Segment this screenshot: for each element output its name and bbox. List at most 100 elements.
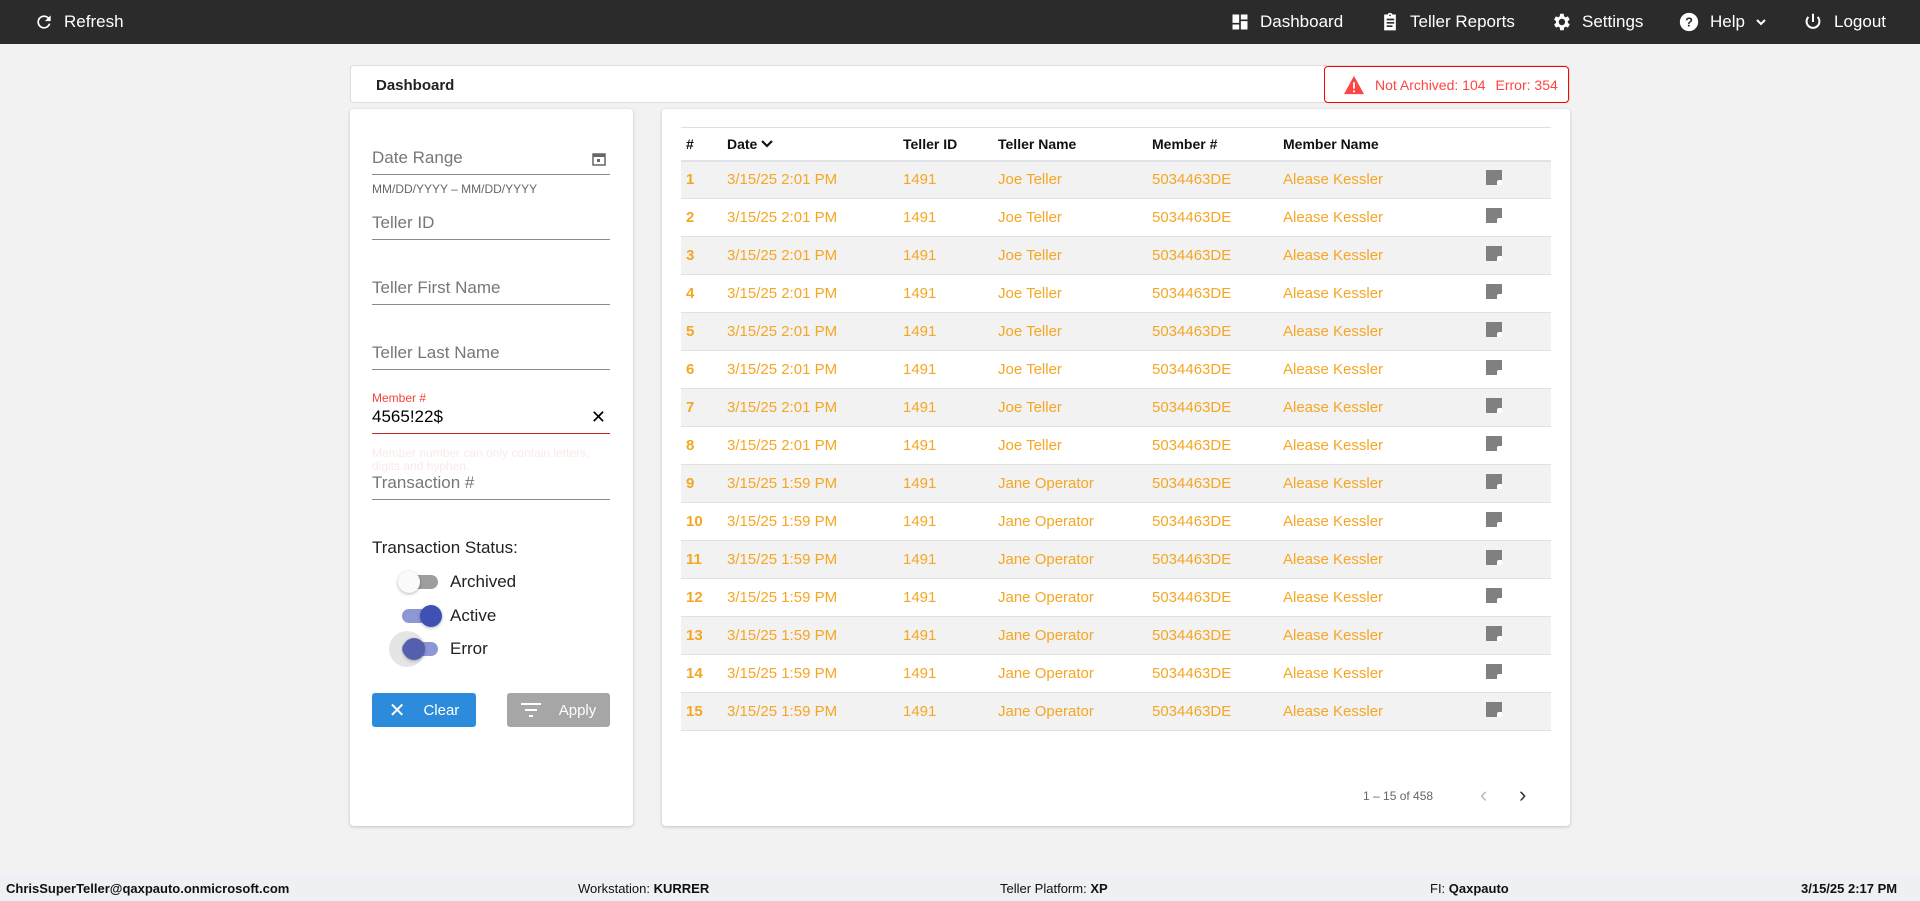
cell-member-number: 5034463DE xyxy=(1147,540,1278,579)
nav-help[interactable]: ? Help xyxy=(1678,0,1767,44)
column-header-date[interactable]: Date xyxy=(722,127,898,162)
cell-actions xyxy=(1480,502,1551,541)
apply-button[interactable]: Apply xyxy=(507,693,610,727)
note-icon[interactable] xyxy=(1486,474,1502,489)
next-page-button[interactable]: › xyxy=(1519,782,1527,807)
member-number-input[interactable]: 4565!22$ ✕ xyxy=(372,404,610,434)
nav-settings[interactable]: Settings xyxy=(1550,0,1643,44)
page-title: Dashboard xyxy=(376,77,455,94)
cell-number: 4 xyxy=(681,274,722,313)
table-row[interactable]: 9 3/15/25 1:59 PM 1491 Jane Operator 5034463… xyxy=(681,464,1551,503)
table-row[interactable]: 11 3/15/25 1:59 PM 1491 Jane Operator 503446… xyxy=(681,540,1551,579)
cell-member-number: 5034463DE xyxy=(1147,312,1278,351)
note-icon[interactable] xyxy=(1486,436,1502,451)
cell-member-number: 5034463DE xyxy=(1147,198,1278,237)
cell-member-number: 5034463DE xyxy=(1147,502,1278,541)
table-row[interactable]: 5 3/15/25 2:01 PM 1491 Joe Teller 5034463DE A… xyxy=(681,312,1551,351)
warning-icon xyxy=(1344,75,1364,94)
cell-member-number: 5034463DE xyxy=(1147,692,1278,731)
table-row[interactable]: 13 3/15/25 1:59 PM 1491 Jane Operator 503446… xyxy=(681,616,1551,655)
cell-teller-name: Jane Operator xyxy=(993,616,1147,655)
cell-member-name: Alease Kessler xyxy=(1278,464,1480,503)
note-icon[interactable] xyxy=(1486,322,1502,337)
table-row[interactable]: 4 3/15/25 2:01 PM 1491 Joe Teller 5034463DE A… xyxy=(681,274,1551,313)
note-icon[interactable] xyxy=(1486,702,1502,717)
table-row[interactable]: 6 3/15/25 2:01 PM 1491 Joe Teller 5034463DE A… xyxy=(681,350,1551,389)
cell-number: 1 xyxy=(681,160,722,199)
cell-date: 3/15/25 1:59 PM xyxy=(722,540,898,579)
note-icon[interactable] xyxy=(1486,664,1502,679)
note-icon[interactable] xyxy=(1486,398,1502,413)
toggle-error[interactable]: Error xyxy=(389,631,488,667)
toggle-active[interactable]: Active xyxy=(402,604,496,628)
transactions-panel: # Date Teller ID Teller Name Member # Member… xyxy=(662,109,1570,826)
cell-number: 2 xyxy=(681,198,722,237)
table-row[interactable]: 7 3/15/25 2:01 PM 1491 Joe Teller 5034463DE A… xyxy=(681,388,1551,427)
note-icon[interactable] xyxy=(1486,284,1502,299)
teller-id-input[interactable]: Teller ID xyxy=(372,210,610,240)
toggle-archived[interactable]: Archived xyxy=(398,570,516,594)
member-number-error: Member number can only contain letters, … xyxy=(372,446,590,473)
cell-teller-id: 1491 xyxy=(898,388,993,427)
archive-error-alert[interactable]: Not Archived: 104 Error: 354 xyxy=(1324,66,1569,103)
table-row[interactable]: 10 3/15/25 1:59 PM 1491 Jane Operator 503446… xyxy=(681,502,1551,541)
note-icon[interactable] xyxy=(1486,512,1502,527)
cell-number: 11 xyxy=(681,540,722,579)
teller-last-name-input[interactable]: Teller Last Name xyxy=(372,340,610,370)
table-row[interactable]: 1 3/15/25 2:01 PM 1491 Joe Teller 5034463DE A… xyxy=(681,160,1551,199)
cell-actions xyxy=(1480,578,1551,617)
note-icon[interactable] xyxy=(1486,246,1502,261)
cell-date: 3/15/25 2:01 PM xyxy=(722,350,898,389)
cell-date: 3/15/25 1:59 PM xyxy=(722,578,898,617)
cell-member-number: 5034463DE xyxy=(1147,578,1278,617)
note-icon[interactable] xyxy=(1486,170,1502,186)
cell-teller-id: 1491 xyxy=(898,274,993,313)
prev-page-button[interactable]: ‹ xyxy=(1480,782,1488,807)
refresh-icon xyxy=(37,15,51,29)
note-icon[interactable] xyxy=(1486,588,1502,603)
cell-number: 7 xyxy=(681,388,722,427)
table-row[interactable]: 12 3/15/25 1:59 PM 1491 Jane Operator 503446… xyxy=(681,578,1551,617)
refresh-button[interactable]: Refresh xyxy=(34,0,124,44)
column-header-actions xyxy=(1480,127,1551,162)
table-row[interactable]: 15 3/15/25 1:59 PM 1491 Jane Operator 503446… xyxy=(681,692,1551,731)
cell-actions xyxy=(1480,198,1551,237)
note-icon[interactable] xyxy=(1486,550,1502,565)
footer-datetime: 3/15/25 2:17 PM xyxy=(1801,881,1898,896)
clear-input-icon[interactable]: ✕ xyxy=(590,407,606,427)
footer-fi: FI: Qaxpauto xyxy=(1430,881,1509,896)
cell-member-number: 5034463DE xyxy=(1147,274,1278,313)
table-row[interactable]: 3 3/15/25 2:01 PM 1491 Joe Teller 5034463DE A… xyxy=(681,236,1551,275)
cell-teller-id: 1491 xyxy=(898,654,993,693)
cell-date: 3/15/25 1:59 PM xyxy=(722,692,898,731)
table-row[interactable]: 8 3/15/25 2:01 PM 1491 Joe Teller 5034463DE A… xyxy=(681,426,1551,465)
cell-member-name: Alease Kessler xyxy=(1278,350,1480,389)
cell-member-name: Alease Kessler xyxy=(1278,198,1480,237)
note-icon[interactable] xyxy=(1486,626,1502,641)
cell-actions xyxy=(1480,692,1551,731)
nav-dashboard[interactable]: Dashboard xyxy=(1230,0,1343,44)
table-row[interactable]: 2 3/15/25 2:01 PM 1491 Joe Teller 5034463DE A… xyxy=(681,198,1551,237)
cell-actions xyxy=(1480,236,1551,275)
cell-date: 3/15/25 2:01 PM xyxy=(722,236,898,275)
calendar-icon[interactable] xyxy=(592,152,606,166)
nav-logout[interactable]: Logout xyxy=(1802,0,1886,44)
cell-teller-name: Joe Teller xyxy=(993,160,1147,199)
cell-date: 3/15/25 1:59 PM xyxy=(722,502,898,541)
note-icon[interactable] xyxy=(1486,360,1502,375)
cell-date: 3/15/25 1:59 PM xyxy=(722,654,898,693)
cell-member-number: 5034463DE xyxy=(1147,388,1278,427)
clear-button[interactable]: ✕ Clear xyxy=(372,693,476,727)
date-range-input[interactable]: Date Range xyxy=(372,145,610,175)
transaction-number-input[interactable]: Transaction # xyxy=(372,470,610,500)
table-row[interactable]: 14 3/15/25 1:59 PM 1491 Jane Operator 503446… xyxy=(681,654,1551,693)
close-icon: ✕ xyxy=(388,699,406,722)
cell-teller-id: 1491 xyxy=(898,578,993,617)
cell-number: 3 xyxy=(681,236,722,275)
teller-first-name-input[interactable]: Teller First Name xyxy=(372,275,610,305)
cell-teller-id: 1491 xyxy=(898,160,993,199)
clipboard-icon xyxy=(1384,12,1396,31)
cell-member-number: 5034463DE xyxy=(1147,616,1278,655)
note-icon[interactable] xyxy=(1486,208,1502,223)
nav-teller-reports[interactable]: Teller Reports xyxy=(1380,0,1515,44)
